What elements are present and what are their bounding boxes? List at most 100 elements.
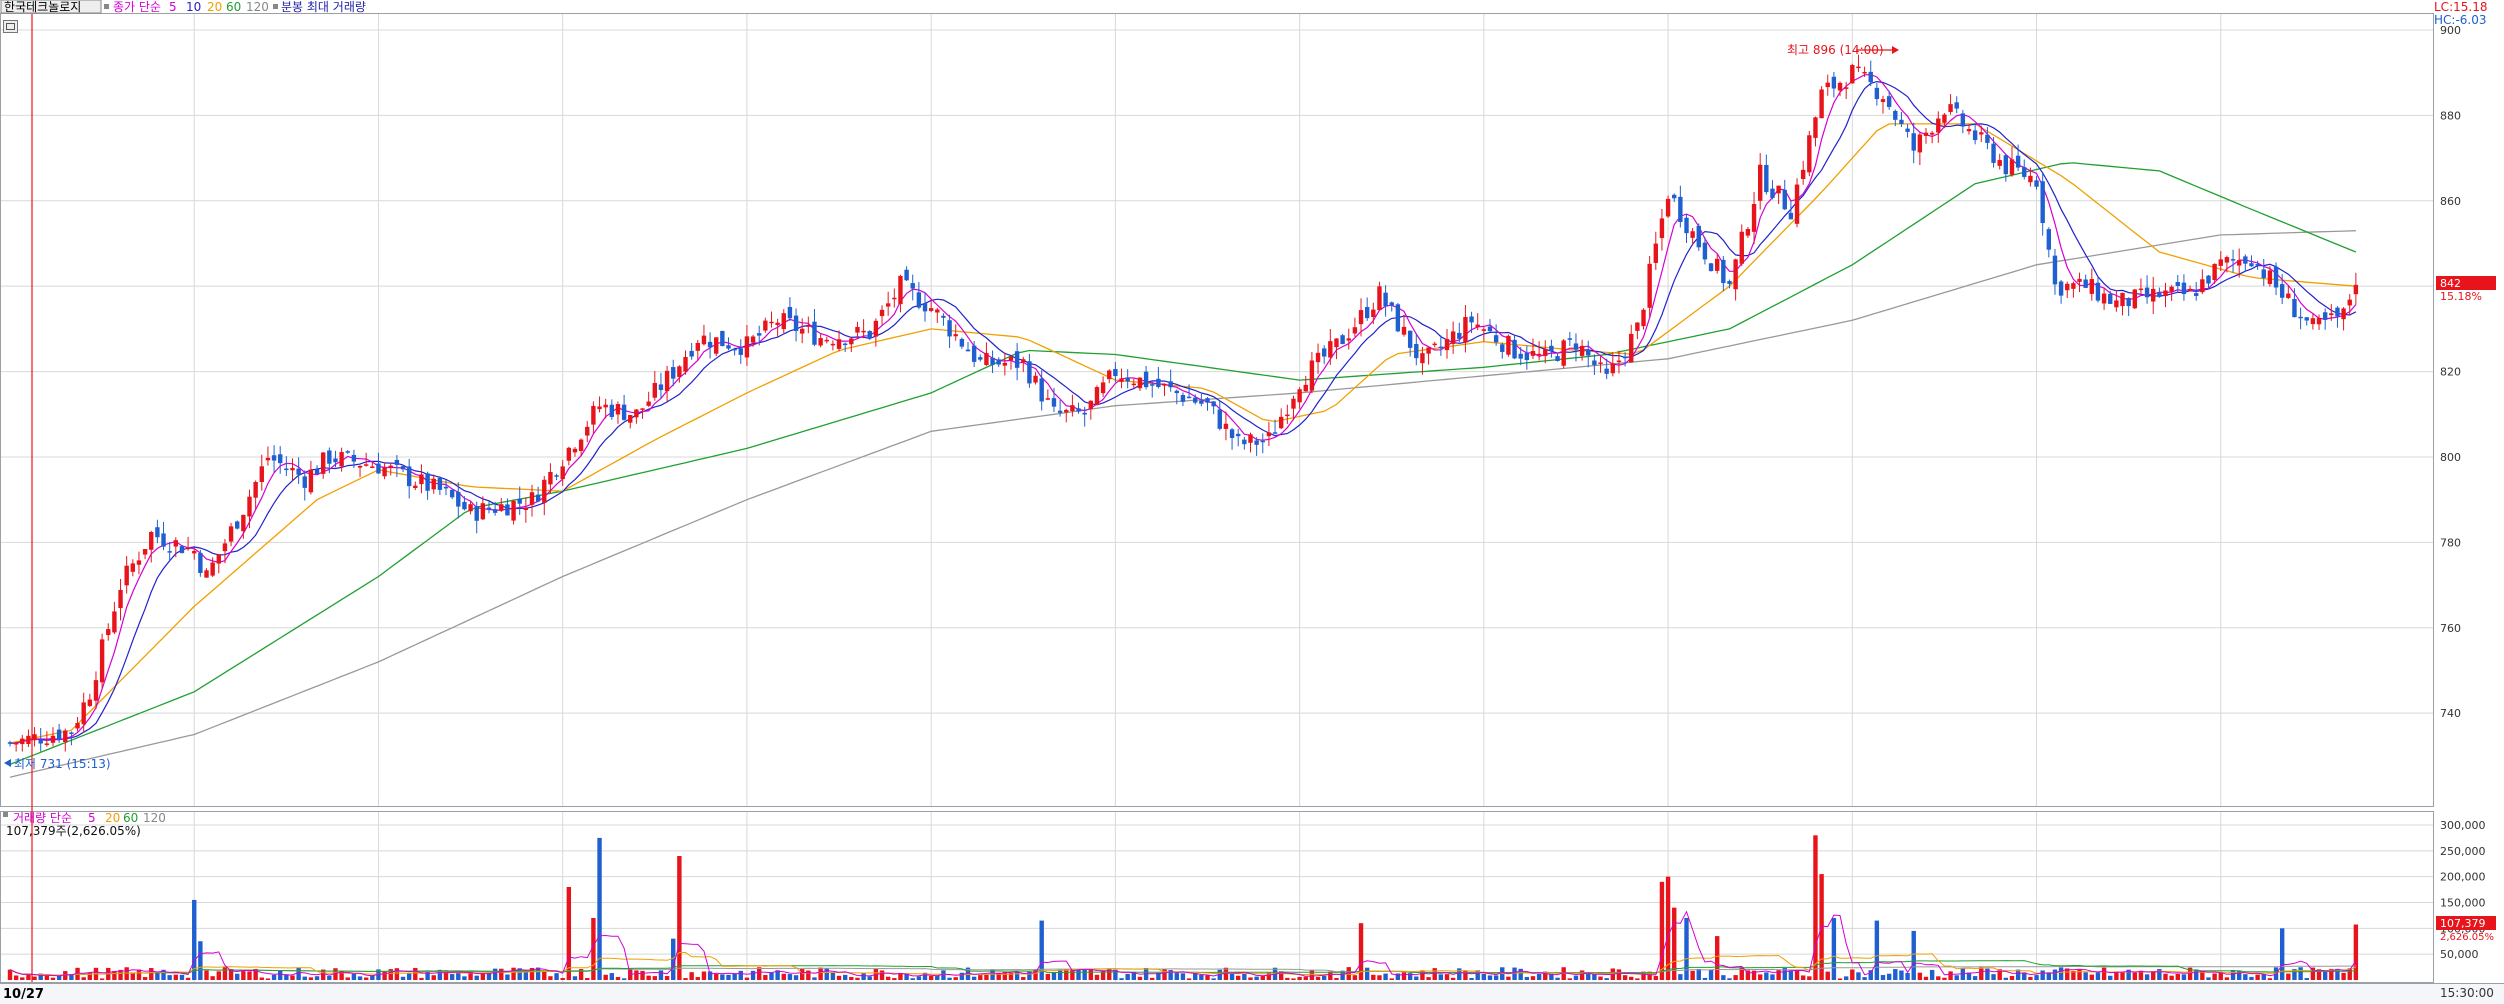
volume-bar[interactable] bbox=[1150, 977, 1155, 980]
volume-bar[interactable] bbox=[1536, 973, 1542, 980]
volume-bar[interactable] bbox=[640, 970, 645, 980]
volume-bar[interactable] bbox=[1721, 975, 1726, 980]
candle-body[interactable] bbox=[965, 349, 971, 352]
volume-bar[interactable] bbox=[198, 941, 203, 980]
volume-bar[interactable] bbox=[2304, 978, 2309, 980]
volume-bar[interactable] bbox=[1659, 881, 1665, 980]
volume-bar[interactable] bbox=[1807, 976, 1812, 980]
candle-body[interactable] bbox=[892, 297, 897, 300]
candle-body[interactable] bbox=[1819, 89, 1824, 119]
volume-bar[interactable] bbox=[1340, 970, 1345, 980]
volume-bar[interactable] bbox=[812, 977, 817, 980]
volume-bar[interactable] bbox=[370, 975, 375, 980]
volume-bar[interactable] bbox=[87, 972, 93, 980]
candle-body[interactable] bbox=[2249, 263, 2254, 267]
candle-body[interactable] bbox=[885, 303, 891, 307]
volume-bar[interactable] bbox=[136, 969, 142, 980]
candle-body[interactable] bbox=[1407, 330, 1413, 348]
volume-bar[interactable] bbox=[554, 973, 559, 980]
candle-body[interactable] bbox=[1168, 381, 1173, 388]
volume-bar[interactable] bbox=[1702, 977, 1708, 980]
volume-bar[interactable] bbox=[185, 977, 191, 980]
volume-bar[interactable] bbox=[1346, 967, 1351, 980]
candle-body[interactable] bbox=[75, 722, 80, 729]
candle-body[interactable] bbox=[2243, 256, 2248, 264]
volume-bar[interactable] bbox=[1549, 973, 1554, 980]
candle-body[interactable] bbox=[1260, 440, 1265, 443]
volume-bar[interactable] bbox=[1573, 975, 1579, 980]
volume-bar[interactable] bbox=[2003, 977, 2009, 980]
candle-body[interactable] bbox=[1960, 113, 1966, 127]
candle-body[interactable] bbox=[2200, 279, 2205, 293]
candle-body[interactable] bbox=[130, 563, 136, 572]
volume-bar[interactable] bbox=[904, 973, 909, 980]
volume-bar[interactable] bbox=[425, 971, 430, 980]
candle-body[interactable] bbox=[1064, 409, 1069, 413]
volume-bar[interactable] bbox=[1205, 975, 1210, 980]
candle-body[interactable] bbox=[462, 501, 467, 510]
candle-body[interactable] bbox=[161, 533, 166, 547]
volume-bar[interactable] bbox=[1309, 969, 1315, 980]
candle-body[interactable] bbox=[1715, 258, 1720, 271]
candle-body[interactable] bbox=[978, 357, 983, 360]
candle-body[interactable] bbox=[2034, 180, 2039, 187]
volume-bar[interactable] bbox=[1991, 974, 1996, 980]
volume-bar[interactable] bbox=[1364, 967, 1370, 980]
candle-body[interactable] bbox=[142, 549, 148, 555]
volume-bar[interactable] bbox=[44, 975, 50, 980]
volume-bar[interactable] bbox=[456, 970, 461, 980]
price-panel[interactable] bbox=[0, 13, 2434, 807]
volume-bar[interactable] bbox=[222, 967, 228, 980]
candle-body[interactable] bbox=[425, 473, 430, 491]
volume-bar[interactable] bbox=[1100, 970, 1106, 980]
volume-bar[interactable] bbox=[1751, 970, 1757, 980]
volume-bar[interactable] bbox=[763, 975, 768, 980]
candle-body[interactable] bbox=[707, 341, 713, 348]
volume-bar[interactable] bbox=[1297, 976, 1302, 980]
candle-body[interactable] bbox=[1518, 353, 1523, 359]
candle-body[interactable] bbox=[1315, 352, 1321, 363]
volume-bar[interactable] bbox=[1463, 970, 1468, 980]
candle-body[interactable] bbox=[1211, 401, 1216, 407]
candle-body[interactable] bbox=[1936, 118, 1941, 133]
candle-body[interactable] bbox=[1702, 242, 1708, 260]
volume-bar[interactable] bbox=[2009, 975, 2015, 980]
candle-body[interactable] bbox=[1524, 353, 1530, 361]
volume-bar[interactable] bbox=[130, 972, 136, 980]
volume-bar[interactable] bbox=[1475, 970, 1480, 980]
candle-body[interactable] bbox=[1475, 324, 1480, 328]
candle-body[interactable] bbox=[198, 552, 203, 574]
candle-body[interactable] bbox=[2310, 318, 2316, 325]
candle-body[interactable] bbox=[1991, 143, 1996, 163]
candle-body[interactable] bbox=[1530, 350, 1536, 356]
volume-bar[interactable] bbox=[1438, 974, 1444, 980]
volume-bar[interactable] bbox=[505, 974, 510, 980]
volume-bar[interactable] bbox=[419, 977, 424, 980]
volume-bar[interactable] bbox=[1107, 969, 1112, 980]
candle-body[interactable] bbox=[757, 333, 762, 336]
candle-body[interactable] bbox=[2267, 270, 2273, 285]
candle-body[interactable] bbox=[179, 546, 185, 554]
candle-body[interactable] bbox=[1610, 363, 1616, 374]
candle-body[interactable] bbox=[431, 478, 436, 490]
candle-body[interactable] bbox=[1979, 132, 1984, 135]
volume-bar[interactable] bbox=[1696, 968, 1701, 980]
candle-body[interactable] bbox=[1143, 371, 1149, 388]
candle-body[interactable] bbox=[2236, 260, 2242, 266]
candle-body[interactable] bbox=[1813, 117, 1818, 138]
candle-body[interactable] bbox=[1506, 335, 1511, 355]
volume-bar[interactable] bbox=[775, 970, 780, 980]
volume-bar[interactable] bbox=[259, 977, 264, 980]
candle-body[interactable] bbox=[1242, 439, 1247, 445]
volume-bar[interactable] bbox=[965, 967, 971, 980]
volume-bar[interactable] bbox=[2144, 974, 2150, 980]
volume-bar[interactable] bbox=[1979, 967, 1984, 980]
volume-bar[interactable] bbox=[1936, 976, 1941, 980]
volume-bar[interactable] bbox=[1985, 968, 1990, 980]
volume-bar[interactable] bbox=[1051, 971, 1057, 980]
volume-bar[interactable] bbox=[757, 967, 762, 980]
candle-body[interactable] bbox=[572, 448, 578, 453]
volume-bar[interactable] bbox=[1193, 972, 1198, 980]
volume-bar[interactable] bbox=[1168, 970, 1173, 980]
volume-bar[interactable] bbox=[1948, 971, 1953, 980]
